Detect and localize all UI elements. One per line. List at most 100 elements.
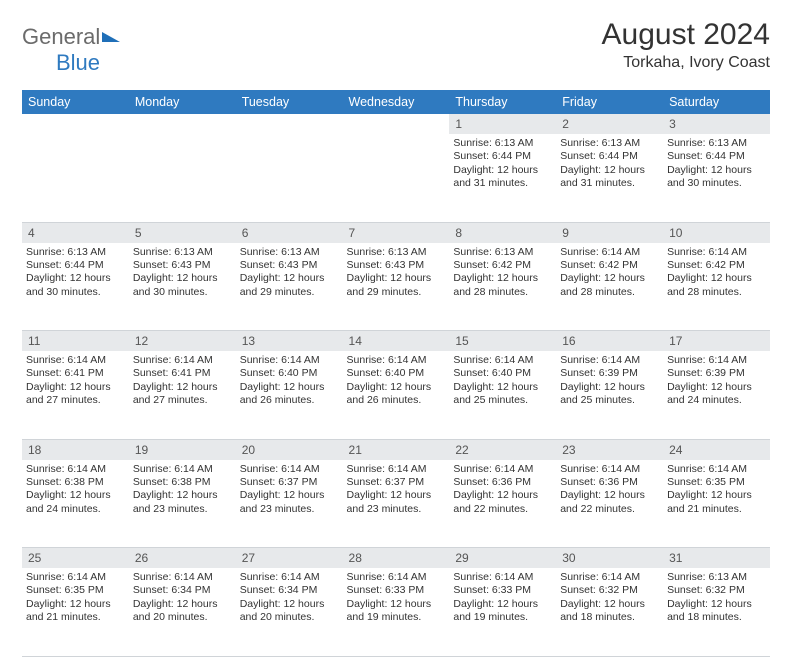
sunset-text: Sunset: 6:37 PM	[347, 476, 446, 489]
day-info-row: Sunrise: 6:13 AM Sunset: 6:44 PM Daylight:…	[22, 243, 770, 331]
day-info-cell: Sunrise: 6:13 AMSunset: 6:43 PMDaylight:…	[236, 243, 343, 331]
sunset-text: Sunset: 6:42 PM	[667, 259, 766, 272]
calendar-page: GeneralBlue August 2024 Torkaha, Ivory C…	[0, 0, 792, 667]
day-info-row: Sunrise: 6:14 AMSunset: 6:41 PMDaylight:…	[22, 351, 770, 439]
day-number-cell: 21	[343, 439, 450, 460]
daylight-text-2: and 26 minutes.	[240, 394, 339, 407]
sunset-text: Sunset: 6:43 PM	[240, 259, 339, 272]
weekday-header: Thursday	[449, 90, 556, 114]
sunset-text: Sunset: 6:44 PM	[560, 150, 659, 163]
daylight-text-2: and 29 minutes.	[347, 286, 446, 299]
daylight-text-2: and 21 minutes.	[26, 611, 125, 624]
daylight-text-1: Daylight: 12 hours	[240, 381, 339, 394]
day-number-cell: 10	[663, 222, 770, 243]
title-block: August 2024 Torkaha, Ivory Coast	[602, 18, 770, 72]
day-info-cell: Sunrise: 6:14 AMSunset: 6:39 PMDaylight:…	[556, 351, 663, 439]
sunrise-text: Sunrise: 6:13 AM	[133, 246, 232, 259]
sunset-text: Sunset: 6:37 PM	[240, 476, 339, 489]
sunset-text: Sunset: 6:32 PM	[667, 584, 766, 597]
daylight-text-2: and 28 minutes.	[453, 286, 552, 299]
day-info-cell: Sunrise: 6:14 AMSunset: 6:40 PMDaylight:…	[343, 351, 450, 439]
daylight-text-2: and 23 minutes.	[347, 503, 446, 516]
sunset-text: Sunset: 6:39 PM	[667, 367, 766, 380]
sunrise-text: Sunrise: 6:14 AM	[133, 354, 232, 367]
weekday-header: Friday	[556, 90, 663, 114]
header: GeneralBlue August 2024 Torkaha, Ivory C…	[22, 18, 770, 76]
sunset-text: Sunset: 6:33 PM	[347, 584, 446, 597]
daylight-text-1: Daylight: 12 hours	[667, 164, 766, 177]
sunrise-text: Sunrise: 6:13 AM	[453, 246, 552, 259]
day-info-cell: Sunrise: 6:13 AMSunset: 6:43 PMDaylight:…	[343, 243, 450, 331]
daylight-text-2: and 18 minutes.	[560, 611, 659, 624]
sunset-text: Sunset: 6:36 PM	[560, 476, 659, 489]
day-info-cell: Sunrise: 6:14 AMSunset: 6:34 PMDaylight:…	[129, 568, 236, 656]
sunset-text: Sunset: 6:40 PM	[240, 367, 339, 380]
day-info-cell: Sunrise: 6:13 AMSunset: 6:32 PMDaylight:…	[663, 568, 770, 656]
sunrise-text: Sunrise: 6:14 AM	[667, 463, 766, 476]
daylight-text-1: Daylight: 12 hours	[347, 272, 446, 285]
sunrise-text: Sunrise: 6:14 AM	[560, 246, 659, 259]
day-info-cell: Sunrise: 6:14 AMSunset: 6:42 PMDaylight:…	[663, 243, 770, 331]
daylight-text-1: Daylight: 12 hours	[453, 598, 552, 611]
daylight-text-1: Daylight: 12 hours	[133, 381, 232, 394]
daylight-text-2: and 28 minutes.	[667, 286, 766, 299]
sunrise-text: Sunrise: 6:14 AM	[560, 354, 659, 367]
day-info-cell: Sunrise: 6:13 AMSunset: 6:44 PMDaylight:…	[556, 134, 663, 222]
daylight-text-2: and 23 minutes.	[240, 503, 339, 516]
day-number-cell: 5	[129, 222, 236, 243]
daylight-text-2: and 18 minutes.	[667, 611, 766, 624]
daylight-text-2: and 30 minutes.	[667, 177, 766, 190]
daylight-text-1: Daylight: 12 hours	[26, 598, 125, 611]
sunrise-text: Sunrise: 6:14 AM	[347, 571, 446, 584]
page-title: August 2024	[602, 18, 770, 52]
day-info-cell: Sunrise: 6:14 AMSunset: 6:34 PMDaylight:…	[236, 568, 343, 656]
sunrise-text: Sunrise: 6:13 AM	[667, 137, 766, 150]
sunrise-text: Sunrise: 6:14 AM	[560, 571, 659, 584]
day-info-cell: Sunrise: 6:14 AMSunset: 6:36 PMDaylight:…	[449, 460, 556, 548]
day-info-cell: Sunrise: 6:14 AMSunset: 6:36 PMDaylight:…	[556, 460, 663, 548]
weekday-header: Sunday	[22, 90, 129, 114]
daylight-text-2: and 24 minutes.	[667, 394, 766, 407]
calendar-body: 123Sunrise: 6:13 AMSunset: 6:44 PMDaylig…	[22, 114, 770, 656]
sunset-text: Sunset: 6:33 PM	[453, 584, 552, 597]
sunset-text: Sunset: 6:34 PM	[133, 584, 232, 597]
page-subtitle: Torkaha, Ivory Coast	[602, 54, 770, 72]
day-number-cell: 12	[129, 331, 236, 352]
day-info-cell: Sunrise: 6:13 AMSunset: 6:44 PMDaylight:…	[22, 243, 129, 331]
daylight-text-1: Daylight: 12 hours	[453, 489, 552, 502]
sunrise-text: Sunrise: 6:14 AM	[453, 571, 552, 584]
weekday-row: SundayMondayTuesdayWednesdayThursdayFrid…	[22, 90, 770, 114]
day-number-cell: 11	[22, 331, 129, 352]
day-info-cell: Sunrise: 6:14 AMSunset: 6:42 PMDaylight:…	[556, 243, 663, 331]
sunrise-text: Sunrise: 6:14 AM	[240, 354, 339, 367]
sunset-text: Sunset: 6:41 PM	[133, 367, 232, 380]
day-info-cell	[129, 134, 236, 222]
day-number-cell: 15	[449, 331, 556, 352]
calendar-table: SundayMondayTuesdayWednesdayThursdayFrid…	[22, 90, 770, 657]
sunset-text: Sunset: 6:44 PM	[26, 259, 125, 272]
day-number-cell: 19	[129, 439, 236, 460]
sunset-text: Sunset: 6:39 PM	[560, 367, 659, 380]
sunset-text: Sunset: 6:44 PM	[667, 150, 766, 163]
sunrise-text: Sunrise: 6:14 AM	[453, 354, 552, 367]
day-number-row: 18192021222324	[22, 439, 770, 460]
day-info-cell: Sunrise: 6:14 AMSunset: 6:35 PMDaylight:…	[663, 460, 770, 548]
daylight-text-2: and 31 minutes.	[560, 177, 659, 190]
daylight-text-1: Daylight: 12 hours	[240, 598, 339, 611]
sunrise-text: Sunrise: 6:14 AM	[560, 463, 659, 476]
daylight-text-2: and 25 minutes.	[560, 394, 659, 407]
sunrise-text: Sunrise: 6:14 AM	[133, 463, 232, 476]
daylight-text-2: and 19 minutes.	[453, 611, 552, 624]
sunrise-text: Sunrise: 6:14 AM	[453, 463, 552, 476]
day-number-cell: 18	[22, 439, 129, 460]
day-info-cell: Sunrise: 6:14 AMSunset: 6:40 PMDaylight:…	[236, 351, 343, 439]
day-number-cell: 31	[663, 548, 770, 569]
daylight-text-1: Daylight: 12 hours	[347, 598, 446, 611]
day-info-row: Sunrise: 6:13 AMSunset: 6:44 PMDaylight:…	[22, 134, 770, 222]
day-number-cell: 27	[236, 548, 343, 569]
day-number-cell: 9	[556, 222, 663, 243]
daylight-text-1: Daylight: 12 hours	[133, 598, 232, 611]
sunset-text: Sunset: 6:36 PM	[453, 476, 552, 489]
day-number-cell: 4	[22, 222, 129, 243]
weekday-header: Monday	[129, 90, 236, 114]
